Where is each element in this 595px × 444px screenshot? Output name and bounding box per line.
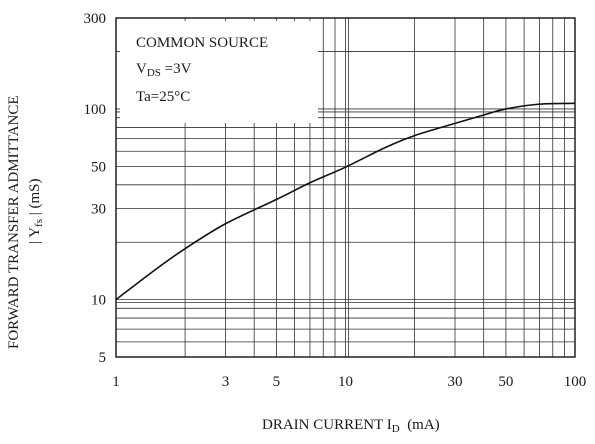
x-tick-label: 50 bbox=[498, 374, 513, 390]
y-axis-label-post: | (mS) bbox=[27, 178, 43, 220]
y-axis-label-sub: fs bbox=[33, 219, 45, 227]
y-tick-label: 30 bbox=[91, 202, 106, 218]
data-curve-group bbox=[115, 102, 576, 301]
x-tick-label: 30 bbox=[447, 374, 462, 390]
condition-vds: VDS =3V bbox=[136, 61, 192, 79]
x-tick-label: 10 bbox=[338, 374, 353, 390]
y-tick-label: 50 bbox=[91, 159, 106, 175]
y-tick-label: 10 bbox=[91, 293, 106, 309]
x-axis-label-sub: D bbox=[391, 423, 400, 435]
condition-vds-sub: DS bbox=[146, 67, 161, 79]
condition-vds-pre: V bbox=[136, 61, 147, 77]
x-tick-label: 3 bbox=[222, 374, 230, 390]
plot-border bbox=[115, 17, 576, 358]
plot-frame bbox=[115, 17, 576, 358]
x-axis-label-main: DRAIN CURRENT I bbox=[262, 417, 392, 433]
y-axis-label-line1: FORWARD TRANSFER ADMITTANCE bbox=[6, 95, 22, 349]
x-tick-label: 5 bbox=[273, 374, 281, 390]
condition-common-source: COMMON SOURCE bbox=[136, 35, 269, 51]
y-tick-label: 100 bbox=[84, 102, 107, 118]
y-tick-label: 300 bbox=[84, 11, 107, 27]
y-tick-label: 5 bbox=[99, 350, 107, 366]
x-axis-label-unit: (mA) bbox=[407, 417, 440, 433]
yfs-vs-id-curve bbox=[115, 102, 576, 301]
condition-vds-post: =3V bbox=[160, 61, 192, 77]
condition-box bbox=[120, 21, 318, 123]
grid-lines bbox=[115, 18, 575, 357]
y-axis-label-line2: | Yfs | (mS) bbox=[27, 178, 45, 245]
x-axis-label: DRAIN CURRENT ID (mA) bbox=[262, 417, 440, 435]
x-tick-label: 100 bbox=[564, 374, 587, 390]
condition-ta: Ta=25°C bbox=[136, 89, 191, 105]
y-axis-label-pre: | Y bbox=[27, 226, 43, 244]
x-tick-label: 1 bbox=[112, 374, 120, 390]
